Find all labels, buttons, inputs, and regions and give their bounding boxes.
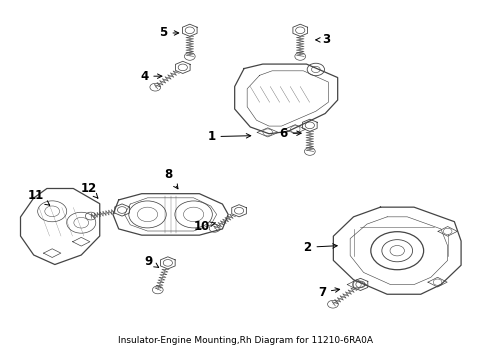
Text: 12: 12 — [81, 182, 98, 198]
Text: 9: 9 — [145, 255, 159, 267]
Text: 7: 7 — [318, 286, 340, 299]
Text: 8: 8 — [164, 168, 178, 189]
Text: 11: 11 — [28, 189, 49, 205]
Text: 6: 6 — [279, 127, 301, 140]
Text: 4: 4 — [140, 70, 162, 83]
Text: 3: 3 — [316, 33, 331, 46]
Text: 10: 10 — [194, 220, 216, 233]
Text: 1: 1 — [207, 130, 251, 143]
Text: 5: 5 — [159, 27, 179, 40]
Text: Insulator-Engine Mounting,Rh Diagram for 11210-6RA0A: Insulator-Engine Mounting,Rh Diagram for… — [118, 336, 372, 345]
Text: 2: 2 — [303, 241, 337, 254]
